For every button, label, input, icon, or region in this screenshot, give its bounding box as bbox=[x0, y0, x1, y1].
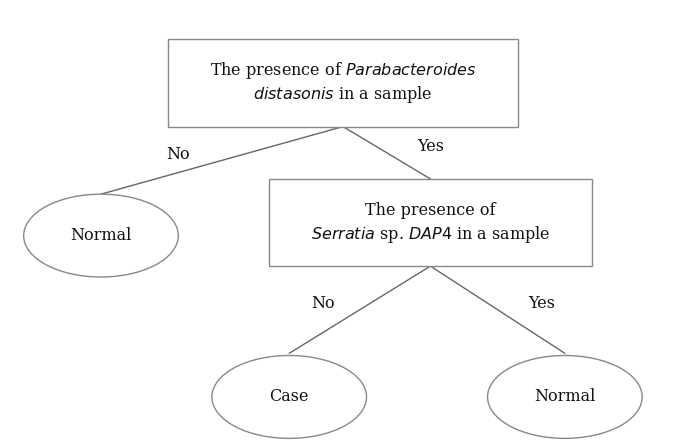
Text: No: No bbox=[311, 295, 335, 312]
Ellipse shape bbox=[488, 356, 642, 438]
Ellipse shape bbox=[212, 356, 366, 438]
Text: Normal: Normal bbox=[534, 388, 595, 405]
Ellipse shape bbox=[23, 194, 178, 277]
Text: Yes: Yes bbox=[417, 138, 444, 155]
Text: Case: Case bbox=[270, 388, 309, 405]
Text: Yes: Yes bbox=[528, 295, 555, 312]
Text: $\it{Serratia}$ sp. $\it{DAP4}$ in a sample: $\it{Serratia}$ sp. $\it{DAP4}$ in a sam… bbox=[311, 224, 550, 245]
Text: The presence of $\it{Parabacteroides}$: The presence of $\it{Parabacteroides}$ bbox=[210, 61, 476, 81]
Text: The presence of: The presence of bbox=[365, 202, 496, 219]
Text: $\it{distasonis}$ in a sample: $\it{distasonis}$ in a sample bbox=[253, 85, 433, 105]
FancyBboxPatch shape bbox=[168, 39, 518, 126]
Text: No: No bbox=[167, 146, 190, 163]
FancyBboxPatch shape bbox=[269, 179, 592, 266]
Text: Normal: Normal bbox=[70, 227, 132, 244]
